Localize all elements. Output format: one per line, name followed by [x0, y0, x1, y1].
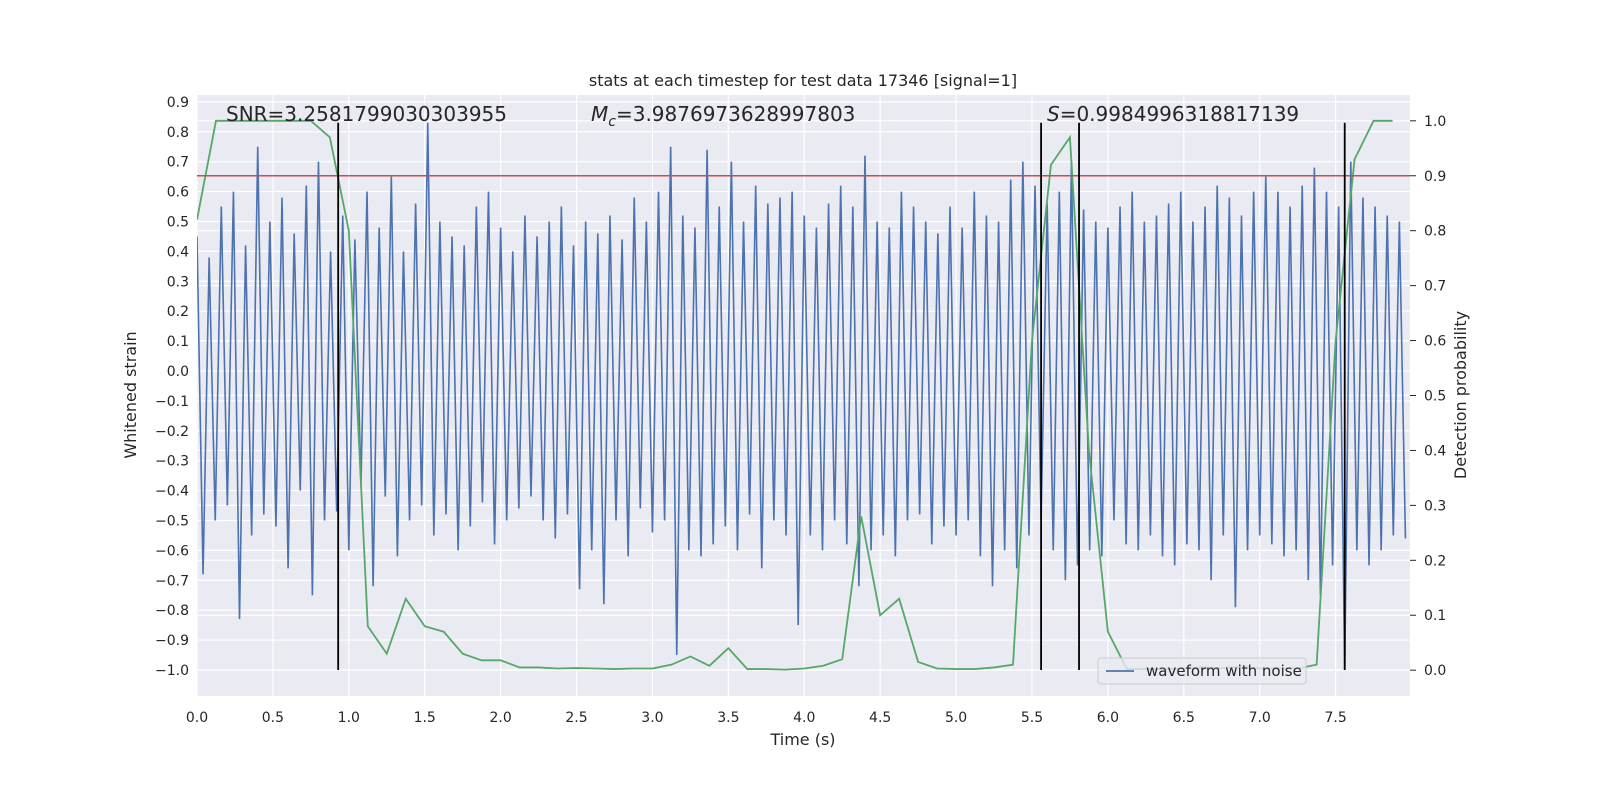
y-tick-label: 0.1 — [167, 334, 189, 350]
x-tick-label: 3.5 — [717, 710, 739, 726]
legend-label: waveform with noise — [1146, 662, 1302, 680]
y2-tick-label: 0.7 — [1424, 279, 1446, 295]
annotation-part: SNR=3.2581799030303955 — [226, 102, 507, 126]
x-tick-label: 7.5 — [1324, 710, 1346, 726]
annotation-part: c — [608, 114, 616, 130]
annotation-part: M — [591, 102, 608, 126]
y-tick-label: 0.9 — [167, 95, 189, 111]
y2-tick-label: 0.6 — [1424, 334, 1446, 350]
y2-tick-label: 0.2 — [1424, 553, 1446, 569]
x-tick-label: 6.5 — [1173, 710, 1195, 726]
y-tick-label: 0.3 — [167, 274, 189, 290]
x-axis-label: Time (s) — [769, 730, 835, 749]
x-tick-label: 4.5 — [869, 710, 891, 726]
x-tick-label: 2.0 — [489, 710, 511, 726]
y-tick-label: −0.1 — [155, 394, 189, 410]
y-tick-label: −0.6 — [155, 543, 189, 559]
x-tick-label: 2.5 — [565, 710, 587, 726]
y2-tick-label: 1.0 — [1424, 114, 1446, 130]
y-tick-label: 0.7 — [167, 155, 189, 171]
y-tick-label: −0.2 — [155, 424, 189, 440]
y2-tick-label: 0.4 — [1424, 443, 1446, 459]
y2-tick-label: 0.0 — [1424, 663, 1446, 679]
annotation: Mc=3.9876973628997803 — [591, 102, 855, 130]
x-tick-label: 6.0 — [1097, 710, 1119, 726]
y-tick-label: 0.8 — [167, 125, 189, 141]
annotation: SNR=3.2581799030303955 — [226, 102, 507, 126]
y-tick-label: 0.5 — [167, 214, 189, 230]
y2-tick-label: 0.1 — [1424, 608, 1446, 624]
x-tick-label: 0.0 — [186, 710, 208, 726]
y-tick-label: −0.8 — [155, 603, 189, 619]
y2-axis-label: Detection probability — [1451, 311, 1470, 479]
axes: 0.0 0.5 1.0 1.5 2.0 2.5 3.0 3.5 4.0 4.5 5.0 5.5 6.0 6… — [155, 95, 1446, 726]
x-tick-label: 1.5 — [414, 710, 436, 726]
annotation-part: =3.9876973628997803 — [616, 102, 855, 126]
annotation-part: S — [1047, 102, 1060, 126]
y-tick-label: −0.5 — [155, 513, 189, 529]
x-tick-label: 3.0 — [641, 710, 663, 726]
y2-tick-label: 0.5 — [1424, 389, 1446, 405]
y-tick-label: 0.0 — [167, 364, 189, 380]
annotation: S=0.9984996318817139 — [1047, 102, 1299, 126]
x-tick-label: 4.0 — [793, 710, 815, 726]
y2-tick-label: 0.3 — [1424, 498, 1446, 514]
series-line — [197, 122, 1407, 670]
legend-box — [1097, 657, 1307, 685]
chart-title: stats at each timestep for test data 173… — [589, 71, 1017, 90]
y-tick-label: 0.6 — [167, 185, 189, 201]
x-tick-label: 7.0 — [1249, 710, 1271, 726]
y-axis-label: Whitened strain — [121, 331, 140, 458]
y2-tick-label: 0.9 — [1424, 169, 1446, 185]
y-tick-label: 0.2 — [167, 304, 189, 320]
y-tick-label: −1.0 — [155, 663, 189, 679]
y-tick-label: −0.3 — [155, 454, 189, 470]
x-tick-label: 0.5 — [262, 710, 284, 726]
x-tick-label: 5.0 — [945, 710, 967, 726]
y-tick-label: −0.7 — [155, 573, 189, 589]
x-tick-label: 5.5 — [1021, 710, 1043, 726]
y-tick-label: −0.4 — [155, 484, 189, 500]
y-tick-label: −0.9 — [155, 633, 189, 649]
y2-tick-label: 0.8 — [1424, 224, 1446, 240]
y-tick-label: 0.4 — [167, 244, 189, 260]
annotation-part: =0.9984996318817139 — [1060, 102, 1299, 126]
x-tick-label: 1.0 — [338, 710, 360, 726]
